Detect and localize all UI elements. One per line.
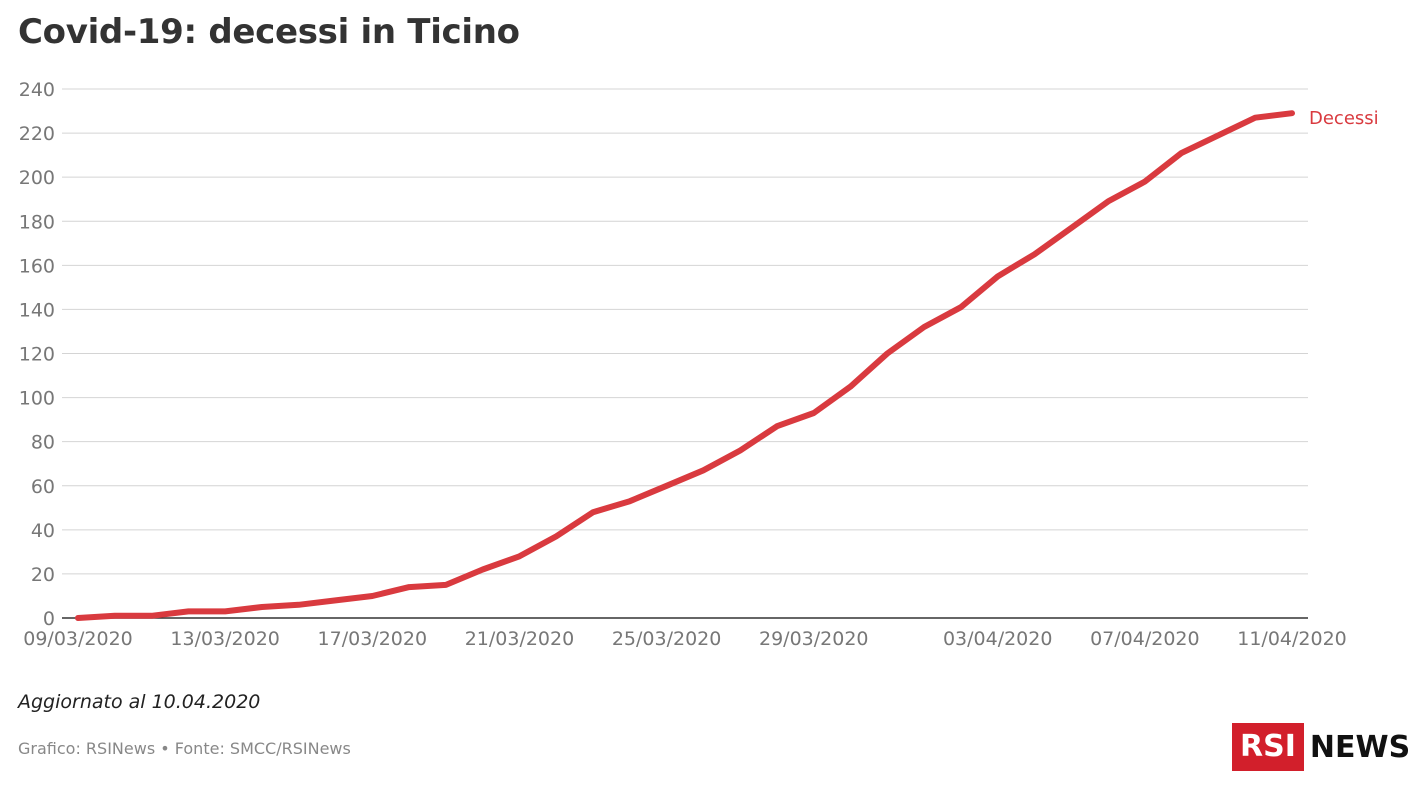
- y-tick-label: 120: [19, 344, 55, 366]
- x-tick-label: 21/03/2020: [465, 628, 575, 650]
- y-tick-label: 180: [19, 211, 55, 233]
- gridlines: [62, 88, 1308, 619]
- x-tick-label: 09/03/2020: [23, 628, 133, 650]
- x-tick-label: 29/03/2020: [759, 628, 869, 650]
- logo-news: NEWS: [1309, 729, 1408, 765]
- series-label: Decessi: [1309, 108, 1379, 129]
- y-tick-label: 160: [19, 255, 55, 277]
- rsi-news-logo: RSI NEWS: [1232, 723, 1408, 771]
- y-tick-label: 240: [19, 79, 55, 101]
- x-axis-ticks: 09/03/2020 13/03/2020 17/03/2020 21/03/2020…: [23, 628, 1347, 650]
- y-tick-label: 220: [19, 123, 55, 145]
- y-tick-label: 200: [19, 167, 55, 189]
- y-axis-ticks: 0 20 40 60 80 100 120 140 160 180 200 220 240: [19, 79, 55, 630]
- chart-title: Covid-19: decessi in Ticino: [18, 12, 520, 52]
- x-tick-label: 13/03/2020: [170, 628, 280, 650]
- y-tick-label: 80: [31, 432, 55, 454]
- x-tick-label: 17/03/2020: [318, 628, 428, 650]
- y-tick-label: 40: [31, 520, 55, 542]
- line-chart: 0 20 40 60 80 100 120 140 160 180 200 220 240 09/03/…: [19, 79, 1379, 650]
- x-tick-label: 11/04/2020: [1237, 628, 1347, 650]
- x-tick-label: 07/04/2020: [1090, 628, 1200, 650]
- series-line-decessi: [75, 110, 1295, 621]
- y-tick-label: 20: [31, 564, 55, 586]
- y-tick-label: 0: [43, 608, 55, 630]
- source-credits: Grafico: RSINews • Fonte: SMCC/RSINews: [18, 739, 351, 758]
- x-tick-label: 25/03/2020: [612, 628, 722, 650]
- updated-note: Aggiornato al 10.04.2020: [18, 691, 261, 713]
- series-group: Decessi: [75, 108, 1379, 621]
- x-tick-label: 03/04/2020: [943, 628, 1053, 650]
- logo-rsi: RSI: [1232, 723, 1304, 771]
- y-tick-label: 140: [19, 299, 55, 321]
- y-tick-label: 100: [19, 388, 55, 410]
- y-tick-label: 60: [31, 476, 55, 498]
